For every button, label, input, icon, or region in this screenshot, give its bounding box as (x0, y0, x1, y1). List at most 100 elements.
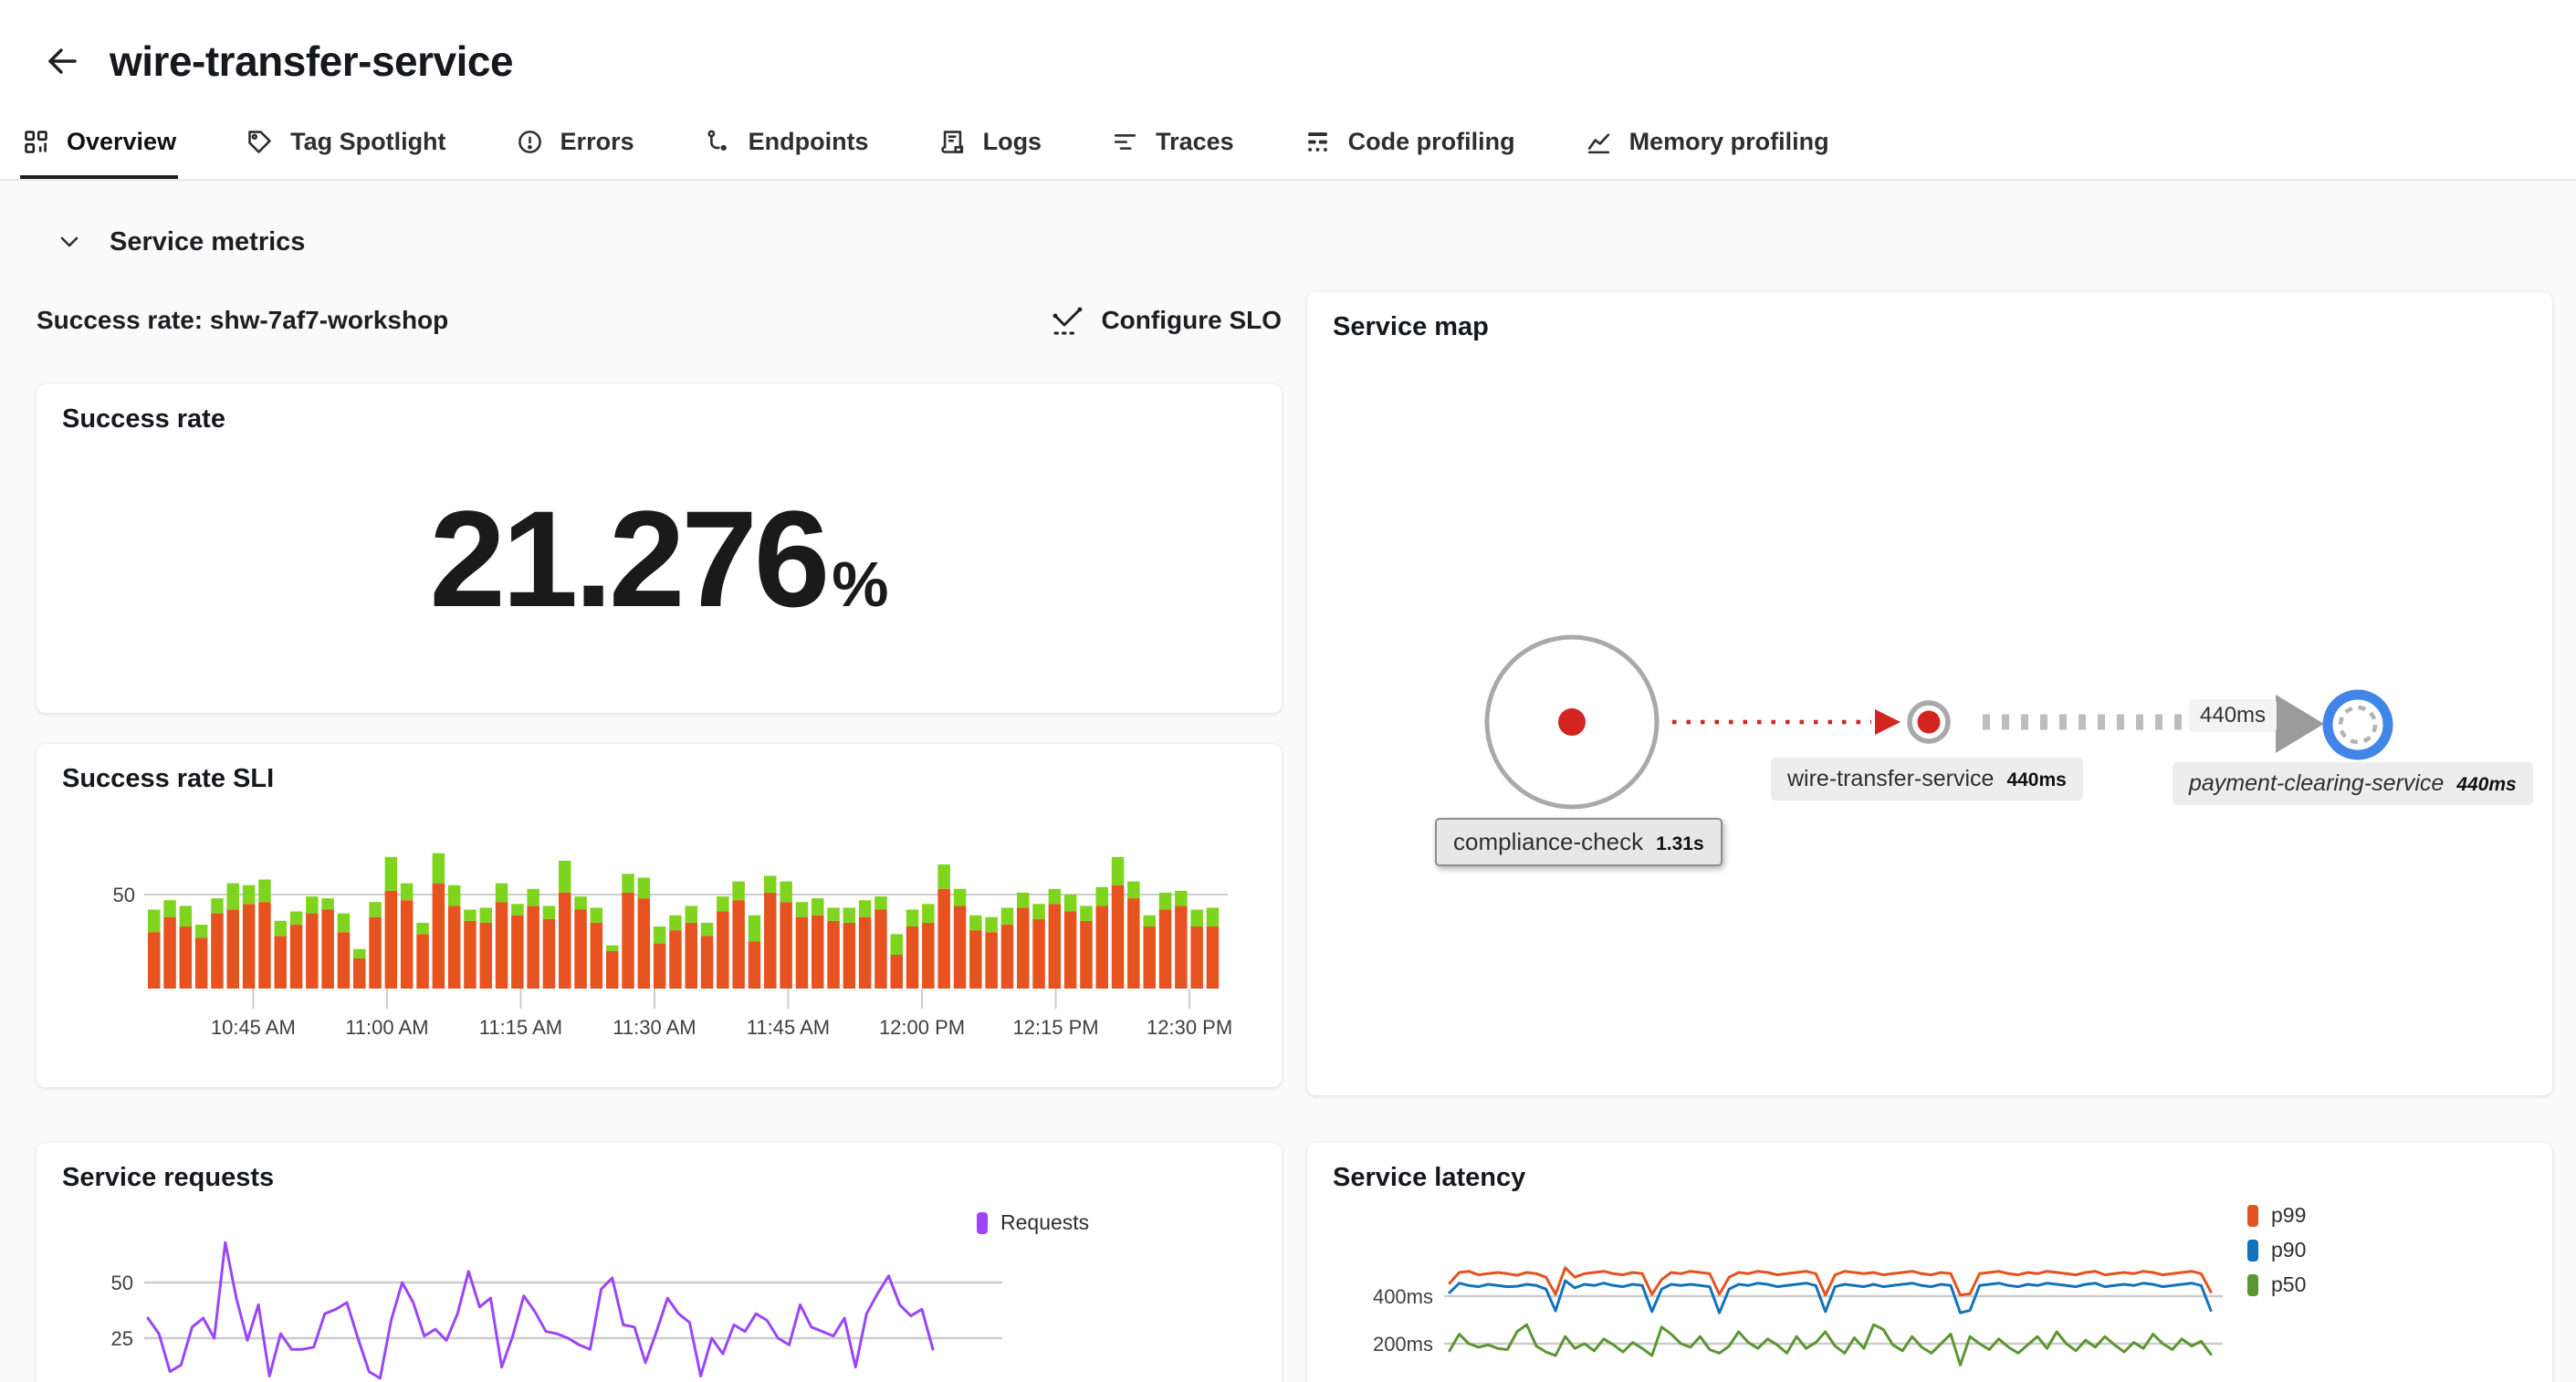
legend-label: p50 (2271, 1272, 2307, 1296)
tag-icon (248, 130, 271, 153)
chart-line-icon (1587, 132, 1609, 153)
tab-label: Traces (1156, 127, 1234, 155)
legend-swatch (2247, 1204, 2258, 1227)
percent-sign: % (832, 549, 889, 620)
map-label-compliance-check[interactable]: compliance-check 1.31s (1435, 818, 1723, 866)
service-requests-card: Service requests Requests 50 25 (37, 1143, 1282, 1382)
service-latency-card: Service latency p99 p90 p50 400ms (1307, 1143, 2552, 1382)
tab-label: Logs (982, 127, 1042, 155)
success-rate-value: 21.276% (429, 482, 889, 635)
traces-icon (1114, 133, 1136, 150)
tab-overview[interactable]: Overview (20, 102, 179, 179)
legend-label: Requests (1000, 1210, 1090, 1234)
latency-legend: p99 p90 p50 (2247, 1203, 2306, 1297)
flame-grid-icon (1307, 131, 1327, 152)
service-map-graph (1484, 634, 2393, 810)
legend-item-p99[interactable]: p99 (2247, 1203, 2306, 1228)
grid-icon (25, 130, 47, 153)
tab-errors[interactable]: Errors (514, 102, 636, 179)
section-title: Service metrics (110, 226, 306, 257)
tab-tag-spotlight[interactable]: Tag Spotlight (244, 102, 447, 179)
tab-label: Memory profiling (1628, 127, 1829, 155)
card-title: Service latency (1333, 1163, 1526, 1192)
chevron-down-icon (60, 236, 79, 247)
legend-item-p90[interactable]: p90 (2247, 1238, 2306, 1262)
endpoint-icon (707, 130, 727, 151)
sli-bar-chart[interactable]: 50 10:45 AM 11:00 AM 11:15 AM 11:30 AM 11:45 … (37, 744, 1282, 1087)
svg-text:25: 25 (111, 1327, 133, 1350)
left-column: Success rate: shw-7af7-workshop Configur… (37, 272, 1282, 1382)
node-duration: 1.31s (1656, 833, 1704, 854)
success-rate-sli-card: Success rate SLI 50 10:45 AM 11:00 AM 11:15… (37, 744, 1282, 1087)
card-title: Success rate SLI (62, 764, 275, 793)
tab-label: Errors (560, 127, 634, 155)
app-header: wire-transfer-service (0, 0, 2576, 102)
configure-slo-label: Configure SLO (1101, 306, 1282, 334)
tab-label: Endpoints (748, 127, 869, 155)
svg-text:50: 50 (113, 884, 135, 906)
node-payment-clearing-service[interactable] (2322, 689, 2393, 760)
svg-text:400ms: 400ms (1373, 1285, 1433, 1308)
legend-swatch (2247, 1273, 2258, 1296)
svg-text:50: 50 (111, 1272, 133, 1294)
card-title: Service requests (62, 1163, 275, 1192)
tab-code-profiling[interactable]: Code profiling (1302, 102, 1517, 179)
card-title: Success rate (62, 404, 225, 434)
logs-icon (940, 130, 963, 153)
legend-item-p50[interactable]: p50 (2247, 1272, 2306, 1297)
tab-bar: Overview Tag Spotlight Errors Endpoints … (0, 102, 2576, 181)
node-payment-clearing-service-inner (2338, 705, 2378, 745)
node-duration: 440ms (2006, 770, 2067, 790)
node-duration: 440ms (2456, 774, 2517, 795)
alert-circle-icon (518, 130, 541, 153)
section-service-metrics[interactable]: Service metrics (55, 219, 2552, 265)
slo-header-row: Success rate: shw-7af7-workshop Configur… (37, 296, 1282, 345)
tab-endpoints[interactable]: Endpoints (702, 102, 871, 179)
latency-line-chart[interactable]: 400ms 200ms (1307, 1143, 2552, 1382)
slo-heading: Success rate: shw-7af7-workshop (37, 306, 449, 334)
edge-gray-arrowhead (2276, 695, 2324, 753)
node-wire-transfer-service-dot (1917, 710, 1941, 734)
requests-legend: Requests (977, 1210, 1089, 1235)
svg-text:10:45 AM: 10:45 AM (211, 1016, 296, 1039)
legend-swatch (977, 1211, 988, 1234)
tab-label: Tag Spotlight (290, 127, 446, 155)
svg-text:200ms: 200ms (1373, 1333, 1433, 1356)
right-column: Service map (1307, 272, 2552, 1382)
requests-line-chart[interactable]: 50 25 (37, 1143, 1282, 1382)
map-label-payment-clearing-service[interactable]: payment-clearing-service 440ms (2173, 762, 2533, 805)
success-rate-value-wrap: 21.276% (37, 490, 1282, 627)
edge-duration-chip: 440ms (2189, 699, 2278, 732)
tab-logs[interactable]: Logs (937, 102, 1044, 179)
tab-label: Overview (67, 127, 177, 155)
legend-label: p90 (2271, 1238, 2307, 1262)
svg-text:12:15 PM: 12:15 PM (1012, 1016, 1098, 1039)
tab-traces[interactable]: Traces (1109, 102, 1236, 179)
svg-text:11:15 AM: 11:15 AM (479, 1016, 562, 1039)
node-name: wire-transfer-service (1787, 766, 1995, 791)
configure-slo-button[interactable]: Configure SLO (1050, 302, 1282, 339)
tab-label: Code profiling (1347, 127, 1515, 155)
slo-icon (1053, 307, 1083, 335)
legend-label: p99 (2271, 1203, 2307, 1227)
back-button[interactable] (37, 36, 88, 87)
main-content: Service metrics Success rate: shw-7af7-w… (0, 219, 2576, 1382)
tab-memory-profiling[interactable]: Memory profiling (1583, 102, 1831, 179)
legend-swatch (2247, 1239, 2258, 1262)
card-title: Service map (1333, 312, 1489, 341)
svg-text:11:00 AM: 11:00 AM (345, 1016, 428, 1039)
svg-text:11:30 AM: 11:30 AM (613, 1016, 696, 1039)
page-title: wire-transfer-service (110, 37, 514, 85)
arrow-left-icon (48, 48, 77, 74)
service-map-card: Service map (1307, 292, 2552, 1095)
svg-text:12:00 PM: 12:00 PM (879, 1016, 965, 1039)
legend-item-requests[interactable]: Requests (977, 1210, 1089, 1235)
edge-error-arrowhead (1875, 709, 1901, 735)
svg-text:12:30 PM: 12:30 PM (1147, 1016, 1232, 1039)
node-name: compliance-check (1453, 828, 1644, 855)
success-rate-card: Success rate 21.276% (37, 384, 1282, 713)
map-label-wire-transfer-service[interactable]: wire-transfer-service 440ms (1771, 758, 2083, 801)
svg-text:11:45 AM: 11:45 AM (747, 1016, 830, 1039)
node-name: payment-clearing-service (2189, 770, 2445, 796)
node-compliance-check-dot (1558, 708, 1586, 736)
